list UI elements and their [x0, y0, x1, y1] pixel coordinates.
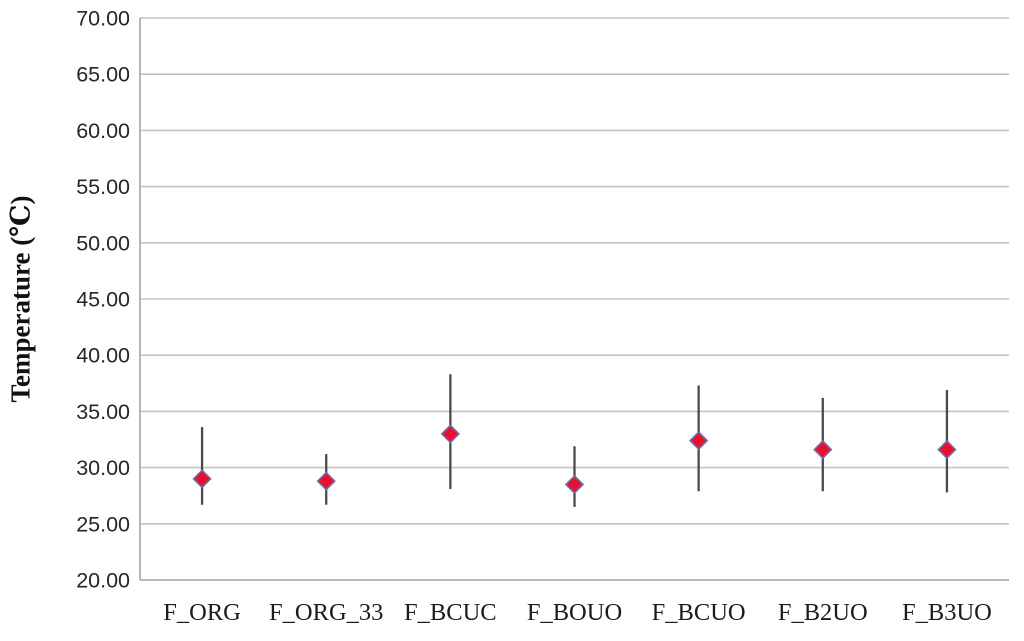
x-category-label: F_B3UO — [902, 599, 992, 626]
x-category-label: F_ORG_33 — [269, 599, 383, 626]
y-tick-label: 45.00 — [76, 288, 130, 312]
x-category-label: F_ORG — [163, 599, 241, 626]
y-tick-label: 20.00 — [76, 569, 130, 593]
y-tick-label: 35.00 — [76, 400, 130, 424]
y-tick-label: 50.00 — [76, 231, 130, 255]
x-category-label: F_B2UO — [778, 599, 868, 626]
data-point-marker — [689, 430, 709, 451]
data-point-marker — [937, 439, 957, 460]
y-tick-label: 55.00 — [76, 175, 130, 199]
data-point-marker — [440, 424, 460, 444]
x-category-label: F_BCUC — [404, 599, 497, 626]
y-tick-label: 30.00 — [76, 456, 130, 480]
y-tick-label: 70.00 — [76, 7, 130, 31]
data-point-marker — [813, 439, 833, 460]
y-tick-label: 40.00 — [76, 344, 130, 368]
x-category-label: F_BOUO — [527, 599, 622, 626]
y-tick-label: 65.00 — [76, 63, 130, 87]
data-point-marker — [192, 469, 212, 489]
y-tick-label: 25.00 — [76, 512, 130, 536]
y-tick-label: 60.00 — [76, 119, 130, 143]
x-category-label: F_BCUO — [652, 599, 746, 626]
data-point-marker — [564, 474, 585, 495]
data-point-marker — [316, 471, 336, 491]
